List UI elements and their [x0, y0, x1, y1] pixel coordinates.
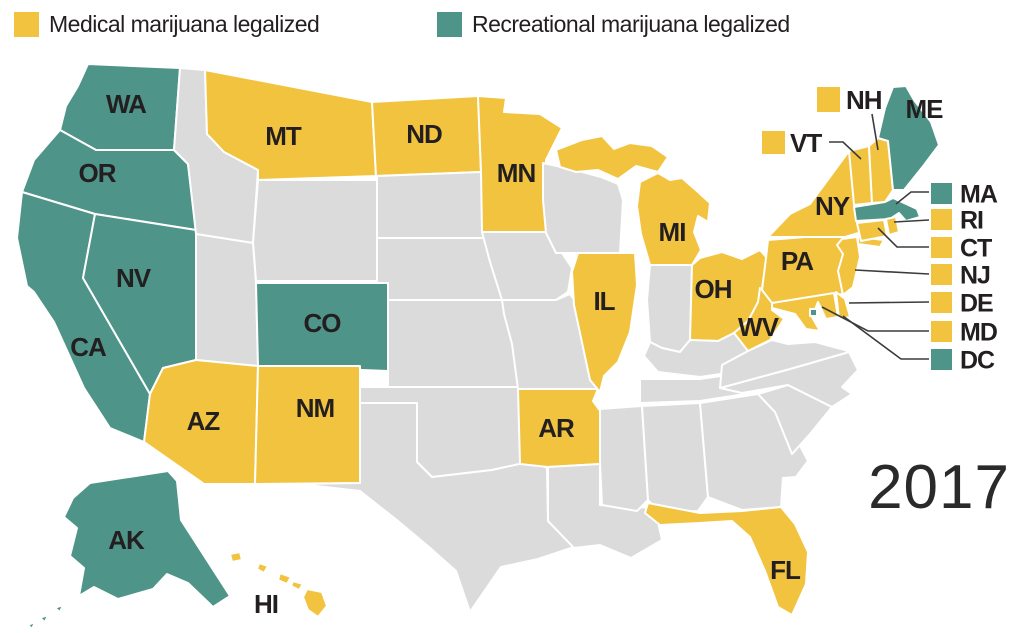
- key-label-vt: VT: [790, 128, 822, 158]
- state-sd: [376, 171, 487, 239]
- state-wy: [252, 179, 378, 282]
- state-tx: [298, 402, 575, 613]
- state-hi: [229, 551, 243, 563]
- leader-line-ri: [893, 219, 930, 223]
- leader-line-nh: [871, 113, 879, 151]
- callout-label-de: DE: [960, 290, 993, 318]
- leader-lines-layer: [821, 113, 930, 360]
- leader-line-nj: [854, 269, 930, 275]
- state-in: [646, 264, 693, 353]
- legend-label-recreational: Recreational marijuana legalized: [472, 11, 790, 37]
- state-label-ak: AK: [108, 525, 145, 555]
- state-label-il: IL: [593, 286, 615, 316]
- state-ms: [599, 405, 649, 512]
- leader-line-ma: [895, 191, 929, 205]
- state-label-mt: MT: [265, 121, 302, 151]
- callout-swatch-de-icon: [931, 292, 952, 313]
- state-label-oh: OH: [695, 274, 732, 304]
- state-ak: [63, 470, 231, 608]
- state-hi: [290, 580, 304, 591]
- key-swatch-vt-icon: [762, 131, 785, 154]
- state-label-ca: CA: [70, 332, 107, 362]
- state-de: [835, 291, 851, 320]
- leader-line-de: [848, 301, 930, 304]
- state-label-wa: WA: [106, 89, 147, 119]
- callout-swatch-ri-icon: [931, 209, 952, 230]
- state-ak: [27, 621, 36, 630]
- leader-line-dc: [842, 315, 929, 360]
- state-ct: [856, 219, 888, 242]
- callout-label-nj: NJ: [960, 262, 990, 290]
- state-wi: [542, 162, 624, 254]
- callout-label-md: MD: [960, 319, 997, 347]
- state-hi: [302, 588, 328, 618]
- state-mi: [636, 172, 711, 266]
- state-label-nv: NV: [116, 263, 152, 293]
- state-ri: [885, 216, 900, 236]
- callout-label-ct: CT: [960, 235, 992, 263]
- state-label-ny: NY: [815, 191, 850, 221]
- medical-swatch-icon: [14, 12, 39, 37]
- state-label-nm: NM: [296, 393, 334, 423]
- state-az: [143, 359, 259, 485]
- callout-label-ri: RI: [960, 207, 983, 235]
- callout-swatch-ct-icon: [931, 237, 952, 258]
- state-label-ar: AR: [538, 413, 575, 443]
- state-hi: [277, 572, 292, 585]
- state-me: [877, 85, 940, 191]
- state-label-fl: FL: [770, 555, 801, 585]
- state-label-or: OR: [79, 158, 117, 188]
- legend-item-medical: Medical marijuana legalized: [14, 11, 320, 38]
- state-mi: [555, 135, 669, 180]
- leader-line-ct: [877, 227, 929, 248]
- state-mn: [477, 95, 563, 233]
- state-il: [571, 252, 638, 393]
- legend-item-recreational: Recreational marijuana legalized: [437, 11, 790, 38]
- callout-swatch-nj-icon: [931, 264, 952, 285]
- callout-swatch-md-icon: [931, 321, 952, 342]
- key-label-nh: NH: [846, 85, 882, 115]
- state-ut: [195, 233, 259, 367]
- legend-label-medical: Medical marijuana legalized: [49, 11, 320, 37]
- state-nj: [836, 236, 861, 296]
- states-layer: [16, 63, 940, 630]
- state-fl: [644, 502, 809, 616]
- year-label: 2017: [868, 453, 1010, 522]
- key-swatch-nh-icon: [817, 87, 840, 112]
- recreational-swatch-icon: [437, 12, 462, 37]
- state-label-pa: PA: [781, 246, 814, 276]
- state-label-az: AZ: [187, 406, 221, 436]
- state-label-hi: HI: [254, 589, 278, 619]
- callout-swatch-ma-icon: [931, 183, 952, 204]
- callout-label-dc: DC: [960, 347, 995, 375]
- state-label-mn: MN: [497, 158, 536, 188]
- state-label-co: CO: [304, 308, 342, 338]
- state-ak: [39, 614, 49, 623]
- state-hi: [256, 562, 269, 574]
- callout-label-ma: MA: [960, 181, 998, 209]
- state-ak: [54, 604, 64, 613]
- callout-swatch-dc-icon: [931, 349, 952, 370]
- leader-line-md: [821, 306, 929, 332]
- state-nm: [254, 365, 361, 485]
- state-label-me: ME: [906, 94, 944, 124]
- leader-line-vt: [829, 141, 862, 160]
- state-label-wv: WV: [738, 312, 780, 342]
- state-dc: [809, 308, 818, 317]
- state-label-mi: MI: [659, 217, 686, 247]
- state-al: [641, 402, 709, 514]
- state-label-nd: ND: [406, 119, 442, 149]
